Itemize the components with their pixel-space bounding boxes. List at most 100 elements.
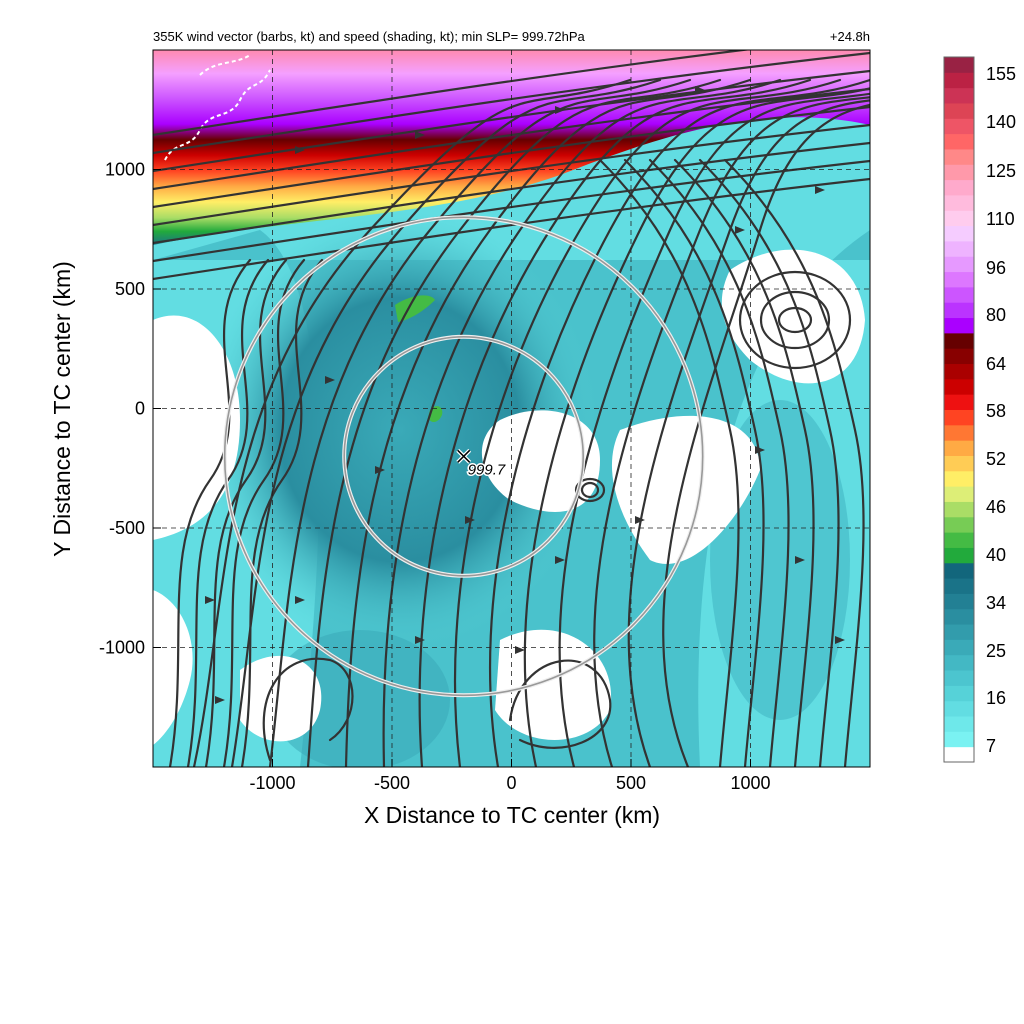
range-ring [223, 216, 704, 697]
streamline [598, 158, 740, 767]
streamline [508, 659, 612, 749]
streamline [662, 103, 870, 767]
colorbar-segment [944, 516, 974, 533]
streamline [230, 78, 662, 767]
colorbar-segment [944, 700, 974, 717]
colorbar-label: 7 [986, 736, 996, 756]
colorbar-label: 155 [986, 64, 1016, 84]
streamline [759, 290, 831, 350]
streamline [489, 78, 870, 767]
streamline-arrow [215, 696, 225, 704]
colorbar-label: 40 [986, 545, 1006, 565]
streamline [580, 481, 600, 499]
streamline-arrow [555, 556, 565, 564]
colorbar-segment [944, 501, 974, 518]
x-tick-label: -1000 [249, 773, 295, 793]
streamline-arrow [635, 516, 645, 524]
streamline-arrow [795, 556, 805, 564]
colorbar-segment [944, 57, 974, 73]
axis-ticks: -1000 -500 0 500 1000 -1000 -500 0 500 1000 [99, 160, 771, 794]
colorbar-segment [944, 317, 974, 334]
y-axis-label: Y Distance to TC center (km) [49, 261, 75, 557]
colorbar-segment [944, 87, 974, 104]
colorbar-segment [944, 409, 974, 426]
colorbar-label: 96 [986, 258, 1006, 278]
x-tick-label: 0 [506, 773, 516, 793]
colorbar-segment [944, 624, 974, 640]
streamline [382, 78, 782, 767]
streamline [153, 123, 870, 227]
colorbar-label: 140 [986, 112, 1016, 132]
y-tick-label: 0 [135, 399, 145, 419]
streamline-arrow [415, 636, 425, 644]
streamline [648, 158, 790, 767]
streamline [153, 87, 870, 191]
streamline [623, 158, 765, 767]
streamline [153, 159, 870, 263]
streamline [593, 96, 870, 767]
colorbar-segment [944, 148, 974, 165]
streamline [453, 78, 842, 767]
colorbar-segment [944, 72, 974, 89]
colorbar-segment [944, 608, 974, 625]
y-tick-label: 500 [115, 279, 145, 299]
time-label: +24.8h [830, 29, 870, 44]
streamline [153, 50, 752, 137]
x-axis-label: X Distance to TC center (km) [364, 802, 660, 828]
colorbar-segment [944, 363, 974, 380]
streamline-arrow [555, 106, 565, 114]
tc-label-halo: 999.7 [468, 461, 506, 478]
colorbar-label: 25 [986, 641, 1006, 661]
colorbar-label: 52 [986, 449, 1006, 469]
colorbar-segment [944, 348, 974, 365]
colorbar-segment [944, 440, 974, 456]
colorbar-label: 34 [986, 593, 1006, 613]
x-tick-label: 500 [616, 773, 646, 793]
colorbar-segment [944, 194, 974, 211]
colorbar-segment [944, 470, 974, 487]
colorbar-segment [944, 654, 974, 671]
colorbar-segment [944, 179, 974, 196]
streamlines [153, 50, 870, 767]
colorbar-label: 125 [986, 161, 1016, 181]
colorbar-segment [944, 256, 974, 273]
streamline-arrow [835, 636, 845, 644]
streamline-arrow [295, 596, 305, 604]
y-tick-label: 1000 [105, 160, 145, 180]
streamline-arrow [755, 446, 765, 454]
streamline [698, 158, 840, 767]
streamline [777, 306, 813, 334]
colorbar-segment [944, 302, 974, 319]
tc-label: 999.7 [468, 461, 506, 478]
colorbar-label: 46 [986, 497, 1006, 517]
streamline [558, 92, 870, 767]
colorbar-segment [944, 225, 974, 242]
streamline [268, 78, 692, 767]
colorbar-label: 80 [986, 305, 1006, 325]
colorbar-segment [944, 286, 974, 303]
colorbar-segment [944, 746, 974, 763]
streamline-arrow [465, 516, 475, 524]
streamline-arrow [375, 466, 385, 474]
colorbar-label: 16 [986, 688, 1006, 708]
x-tick-label: -500 [374, 773, 410, 793]
colorbar-segment [944, 240, 974, 257]
streamline [673, 158, 815, 767]
streamline [153, 177, 870, 281]
colorbar-label: 110 [986, 209, 1015, 229]
streamline [723, 158, 865, 767]
colorbar-segment [944, 271, 974, 288]
streamline [738, 270, 852, 370]
range-ring [343, 335, 585, 577]
colorbar-segment [944, 102, 974, 119]
chart-title: 355K wind vector (barbs, kt) and speed (… [153, 29, 586, 44]
streamline-arrow [205, 596, 215, 604]
colorbar-segment [944, 332, 974, 349]
y-tick-label: -1000 [99, 638, 145, 658]
colorbar-segment [944, 731, 974, 748]
colorbar-segment [944, 486, 974, 502]
streamline-arrow [815, 186, 825, 194]
streamline-arrow [415, 131, 425, 139]
colorbar-segment [944, 670, 974, 686]
